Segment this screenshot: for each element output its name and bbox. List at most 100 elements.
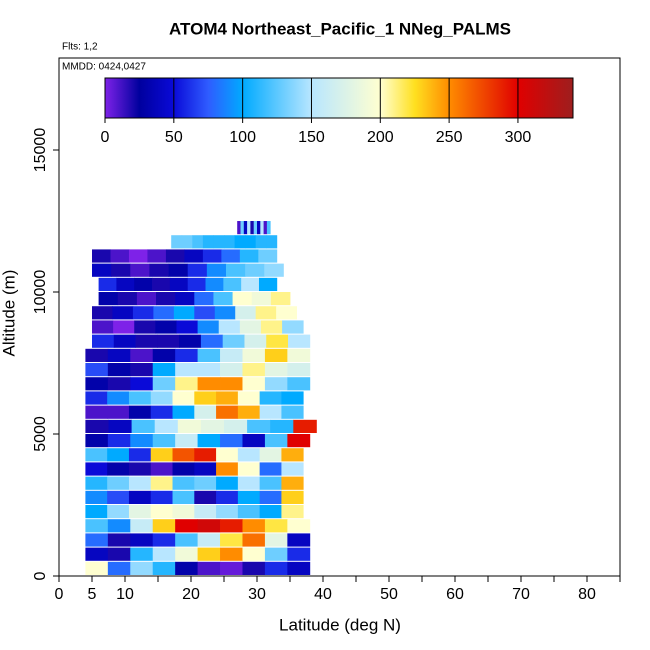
heat-cell — [242, 533, 266, 547]
heat-cell — [128, 249, 148, 263]
heat-cell — [152, 533, 176, 547]
heat-cell — [152, 519, 176, 533]
heat-cell — [287, 377, 311, 391]
heat-cell — [259, 490, 282, 505]
heat-cell — [130, 533, 154, 547]
heat-cell — [85, 348, 109, 363]
heat-cell — [172, 448, 195, 462]
heat-cell — [155, 320, 177, 334]
heat-cell — [85, 363, 109, 377]
heat-cell — [216, 490, 239, 505]
heat-cell — [259, 405, 282, 419]
heat-cell — [242, 547, 266, 561]
heat-cell — [197, 547, 221, 561]
heat-cell — [242, 519, 266, 533]
heat-cell — [221, 249, 241, 263]
heat-cell — [85, 490, 108, 505]
heat-cell — [200, 419, 225, 434]
heat-cell — [239, 249, 259, 263]
heat-cell — [257, 221, 261, 235]
heat-cell — [264, 363, 288, 377]
heat-cell — [168, 263, 189, 277]
heat-cell — [130, 561, 154, 575]
heat-cell — [85, 391, 108, 405]
heat-cell — [237, 221, 241, 235]
x-tick-label: 10 — [116, 586, 134, 603]
colorbar-tick-label: 150 — [298, 129, 325, 146]
heat-cell — [107, 561, 131, 575]
x-tick-label: 40 — [314, 586, 332, 603]
heat-cell — [128, 391, 152, 405]
heat-cell — [225, 263, 246, 277]
heat-cell — [117, 292, 138, 306]
heat-cell — [245, 235, 257, 249]
heat-cell — [242, 434, 266, 448]
heat-cell — [264, 533, 288, 547]
heat-cell — [134, 320, 156, 334]
heat-cell — [175, 348, 198, 363]
heat-cell — [172, 505, 195, 519]
heat-cell — [220, 377, 243, 391]
heat-cell — [270, 292, 291, 306]
heat-cell — [216, 476, 239, 490]
heat-cell — [216, 391, 239, 405]
heat-cell — [202, 249, 222, 263]
heat-cell — [287, 547, 311, 561]
heat-cell — [152, 277, 171, 292]
heat-cell — [136, 292, 157, 306]
heat-cell — [293, 419, 317, 434]
heat-cell — [152, 434, 176, 448]
heat-cell — [242, 363, 266, 377]
heat-cell — [213, 235, 225, 249]
heat-cell — [107, 363, 131, 377]
heat-cell — [266, 221, 271, 235]
heat-cell — [281, 505, 304, 519]
heat-cell — [259, 448, 282, 462]
colorbar-tick-label: 0 — [101, 129, 110, 146]
heat-cell — [287, 363, 311, 377]
heat-cell — [287, 348, 311, 363]
heat-cell — [258, 277, 278, 292]
colorbar-tick-label: 200 — [367, 129, 394, 146]
heat-cell — [253, 221, 258, 235]
heat-cell — [130, 377, 154, 391]
heat-cell — [176, 320, 198, 334]
heat-cell — [172, 391, 195, 405]
colorbar-tick-label: 100 — [229, 129, 256, 146]
heat-cell — [287, 561, 311, 575]
dates-note: MMDD: 0424,0427 — [62, 62, 146, 73]
heat-cell — [135, 334, 158, 348]
heat-cell — [237, 476, 261, 490]
heat-cell — [175, 519, 198, 533]
heat-cell — [98, 292, 119, 306]
x-tick-label: 20 — [182, 586, 200, 603]
x-tick-label: 70 — [512, 586, 530, 603]
heat-cell — [197, 348, 221, 363]
heat-cell — [152, 348, 176, 363]
heat-cell — [128, 405, 152, 419]
heat-cell — [264, 348, 288, 363]
x-tick-label: 5 — [88, 586, 97, 603]
heat-cell — [194, 462, 217, 476]
heat-cell — [263, 221, 268, 235]
heat-cell — [107, 391, 130, 405]
heat-cell — [259, 462, 282, 476]
heat-cell — [244, 334, 267, 348]
x-tick-label: 60 — [446, 586, 464, 603]
heat-cell — [220, 348, 243, 363]
heat-cell — [264, 519, 288, 533]
heat-cell — [150, 490, 173, 505]
heat-cell — [288, 334, 311, 348]
heat-cell — [107, 533, 131, 547]
heat-cell — [206, 263, 227, 277]
heat-cell — [85, 462, 108, 476]
heat-cell — [220, 561, 243, 575]
heat-cell — [232, 292, 253, 306]
heat-cell — [197, 519, 221, 533]
heat-cell — [128, 448, 152, 462]
heat-cell — [224, 419, 248, 434]
x-tick-label: 50 — [380, 586, 398, 603]
heat-cell — [175, 292, 195, 306]
y-tick-label: 0 — [32, 571, 49, 580]
